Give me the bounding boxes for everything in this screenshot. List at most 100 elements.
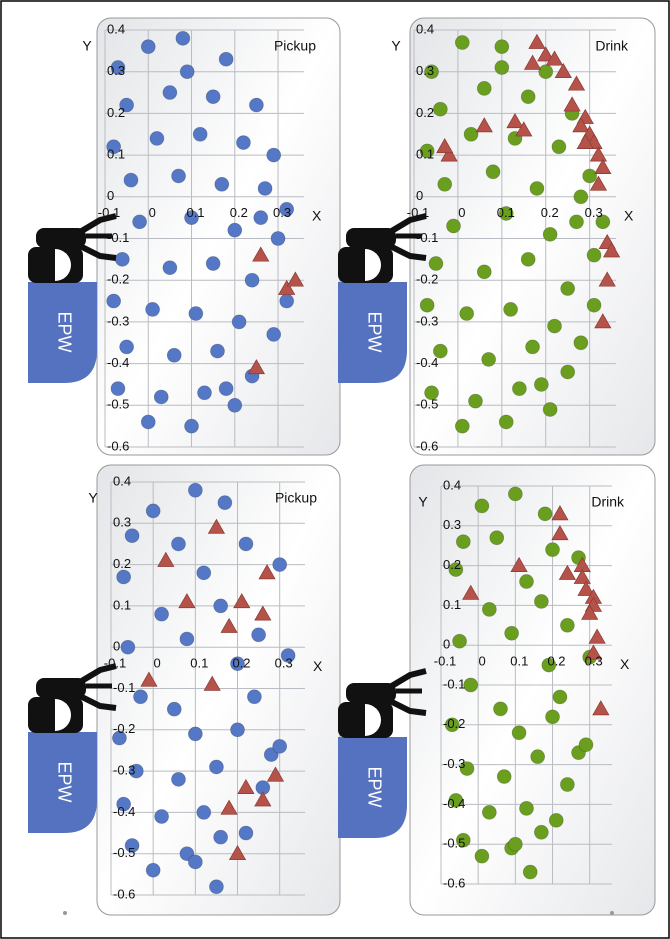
circle-point [482, 352, 496, 366]
epw-label: EPW [54, 761, 74, 802]
y-tick-label: 0.2 [107, 105, 125, 120]
circle-point [280, 294, 294, 308]
circle-point [447, 219, 461, 233]
x-tick-label: 0 [154, 656, 161, 671]
circle-point [534, 377, 548, 391]
circle-point [267, 327, 281, 341]
x-tick-label: 0 [149, 205, 156, 220]
y-tick-label: -0.3 [107, 313, 129, 328]
circle-point [521, 90, 535, 104]
circle-point [154, 390, 168, 404]
y-axis-label: Y [88, 490, 98, 506]
x-tick-label: 0.1 [497, 205, 515, 220]
circle-point [228, 398, 242, 412]
circle-point [228, 223, 242, 237]
circle-point [188, 483, 202, 497]
circle-point [125, 529, 139, 543]
circle-point [561, 365, 575, 379]
circle-point [497, 770, 511, 784]
circle-point [574, 190, 588, 204]
dot [63, 911, 67, 915]
chart-title: Pickup [275, 490, 317, 506]
x-tick-label: 0.3 [585, 205, 603, 220]
circle-point [530, 181, 544, 195]
circle-point [239, 537, 253, 551]
circle-point [239, 826, 253, 840]
x-tick-label: 0.3 [273, 205, 291, 220]
circle-point [560, 618, 574, 632]
circle-point [453, 634, 467, 648]
circle-point [206, 90, 220, 104]
circle-point [155, 810, 169, 824]
x-tick-label: 0.1 [510, 654, 528, 669]
circle-point [236, 136, 250, 150]
circle-point [133, 215, 147, 229]
y-tick-label: -0.5 [107, 397, 129, 412]
circle-point [117, 570, 131, 584]
circle-point [273, 558, 287, 572]
circle-point [249, 98, 263, 112]
y-tick-label: 0 [443, 637, 450, 652]
y-tick-label: 0.1 [443, 597, 461, 612]
y-tick-label: -0.5 [416, 397, 438, 412]
circle-point [520, 575, 534, 589]
y-tick-label: 0.3 [107, 63, 125, 78]
circle-point [252, 628, 266, 642]
x-axis-label: X [312, 208, 322, 224]
circle-point [146, 863, 160, 877]
chart-title: Drink [591, 494, 625, 510]
circle-point [587, 298, 601, 312]
circle-point [543, 402, 557, 416]
circle-point [538, 507, 552, 521]
circle-point [464, 678, 478, 692]
circle-point [150, 131, 164, 145]
x-tick-label: 0.2 [230, 205, 248, 220]
circle-point [120, 340, 134, 354]
circle-point [531, 750, 545, 764]
circle-point [482, 602, 496, 616]
circle-point [521, 252, 535, 266]
circle-point [218, 496, 232, 510]
circle-point [231, 723, 245, 737]
y-tick-label: -0.6 [443, 875, 465, 890]
circle-point [477, 81, 491, 95]
x-tick-label: 0.3 [275, 656, 293, 671]
y-tick-label: 0.1 [416, 147, 434, 162]
circle-point [543, 227, 557, 241]
circle-point [549, 813, 563, 827]
circle-point [209, 760, 223, 774]
circle-point [206, 257, 220, 271]
circle-point [420, 298, 434, 312]
y-tick-label: -0.4 [416, 355, 438, 370]
y-tick-label: 0.1 [113, 597, 131, 612]
y-tick-label: -0.2 [107, 272, 129, 287]
circle-point [548, 319, 562, 333]
circle-point [124, 173, 138, 187]
x-tick-label: 0.3 [585, 654, 603, 669]
y-tick-label: -0.2 [416, 272, 438, 287]
circle-point [468, 394, 482, 408]
y-tick-label: 0 [113, 639, 120, 654]
circle-point [526, 340, 540, 354]
y-tick-label: 0.3 [443, 517, 461, 532]
circle-point [433, 102, 447, 116]
y-tick-label: 0.1 [107, 147, 125, 162]
panel [97, 18, 340, 455]
y-axis-label: Y [418, 494, 428, 510]
y-tick-label: -0.3 [416, 313, 438, 328]
circle-point [486, 165, 500, 179]
y-tick-label: -0.6 [113, 886, 135, 901]
y-tick-label: -0.6 [416, 438, 438, 453]
circle-point [115, 252, 129, 266]
x-tick-label: 0.1 [186, 205, 204, 220]
circle-point [197, 566, 211, 580]
circle-point [215, 177, 229, 191]
x-tick-label: 0.2 [547, 654, 565, 669]
circle-point [214, 830, 228, 844]
circle-point [438, 177, 452, 191]
y-tick-label: 0.4 [443, 477, 461, 492]
y-tick-label: -0.1 [443, 676, 465, 691]
circle-point [271, 232, 285, 246]
circle-point [121, 640, 135, 654]
circle-point [495, 61, 509, 75]
